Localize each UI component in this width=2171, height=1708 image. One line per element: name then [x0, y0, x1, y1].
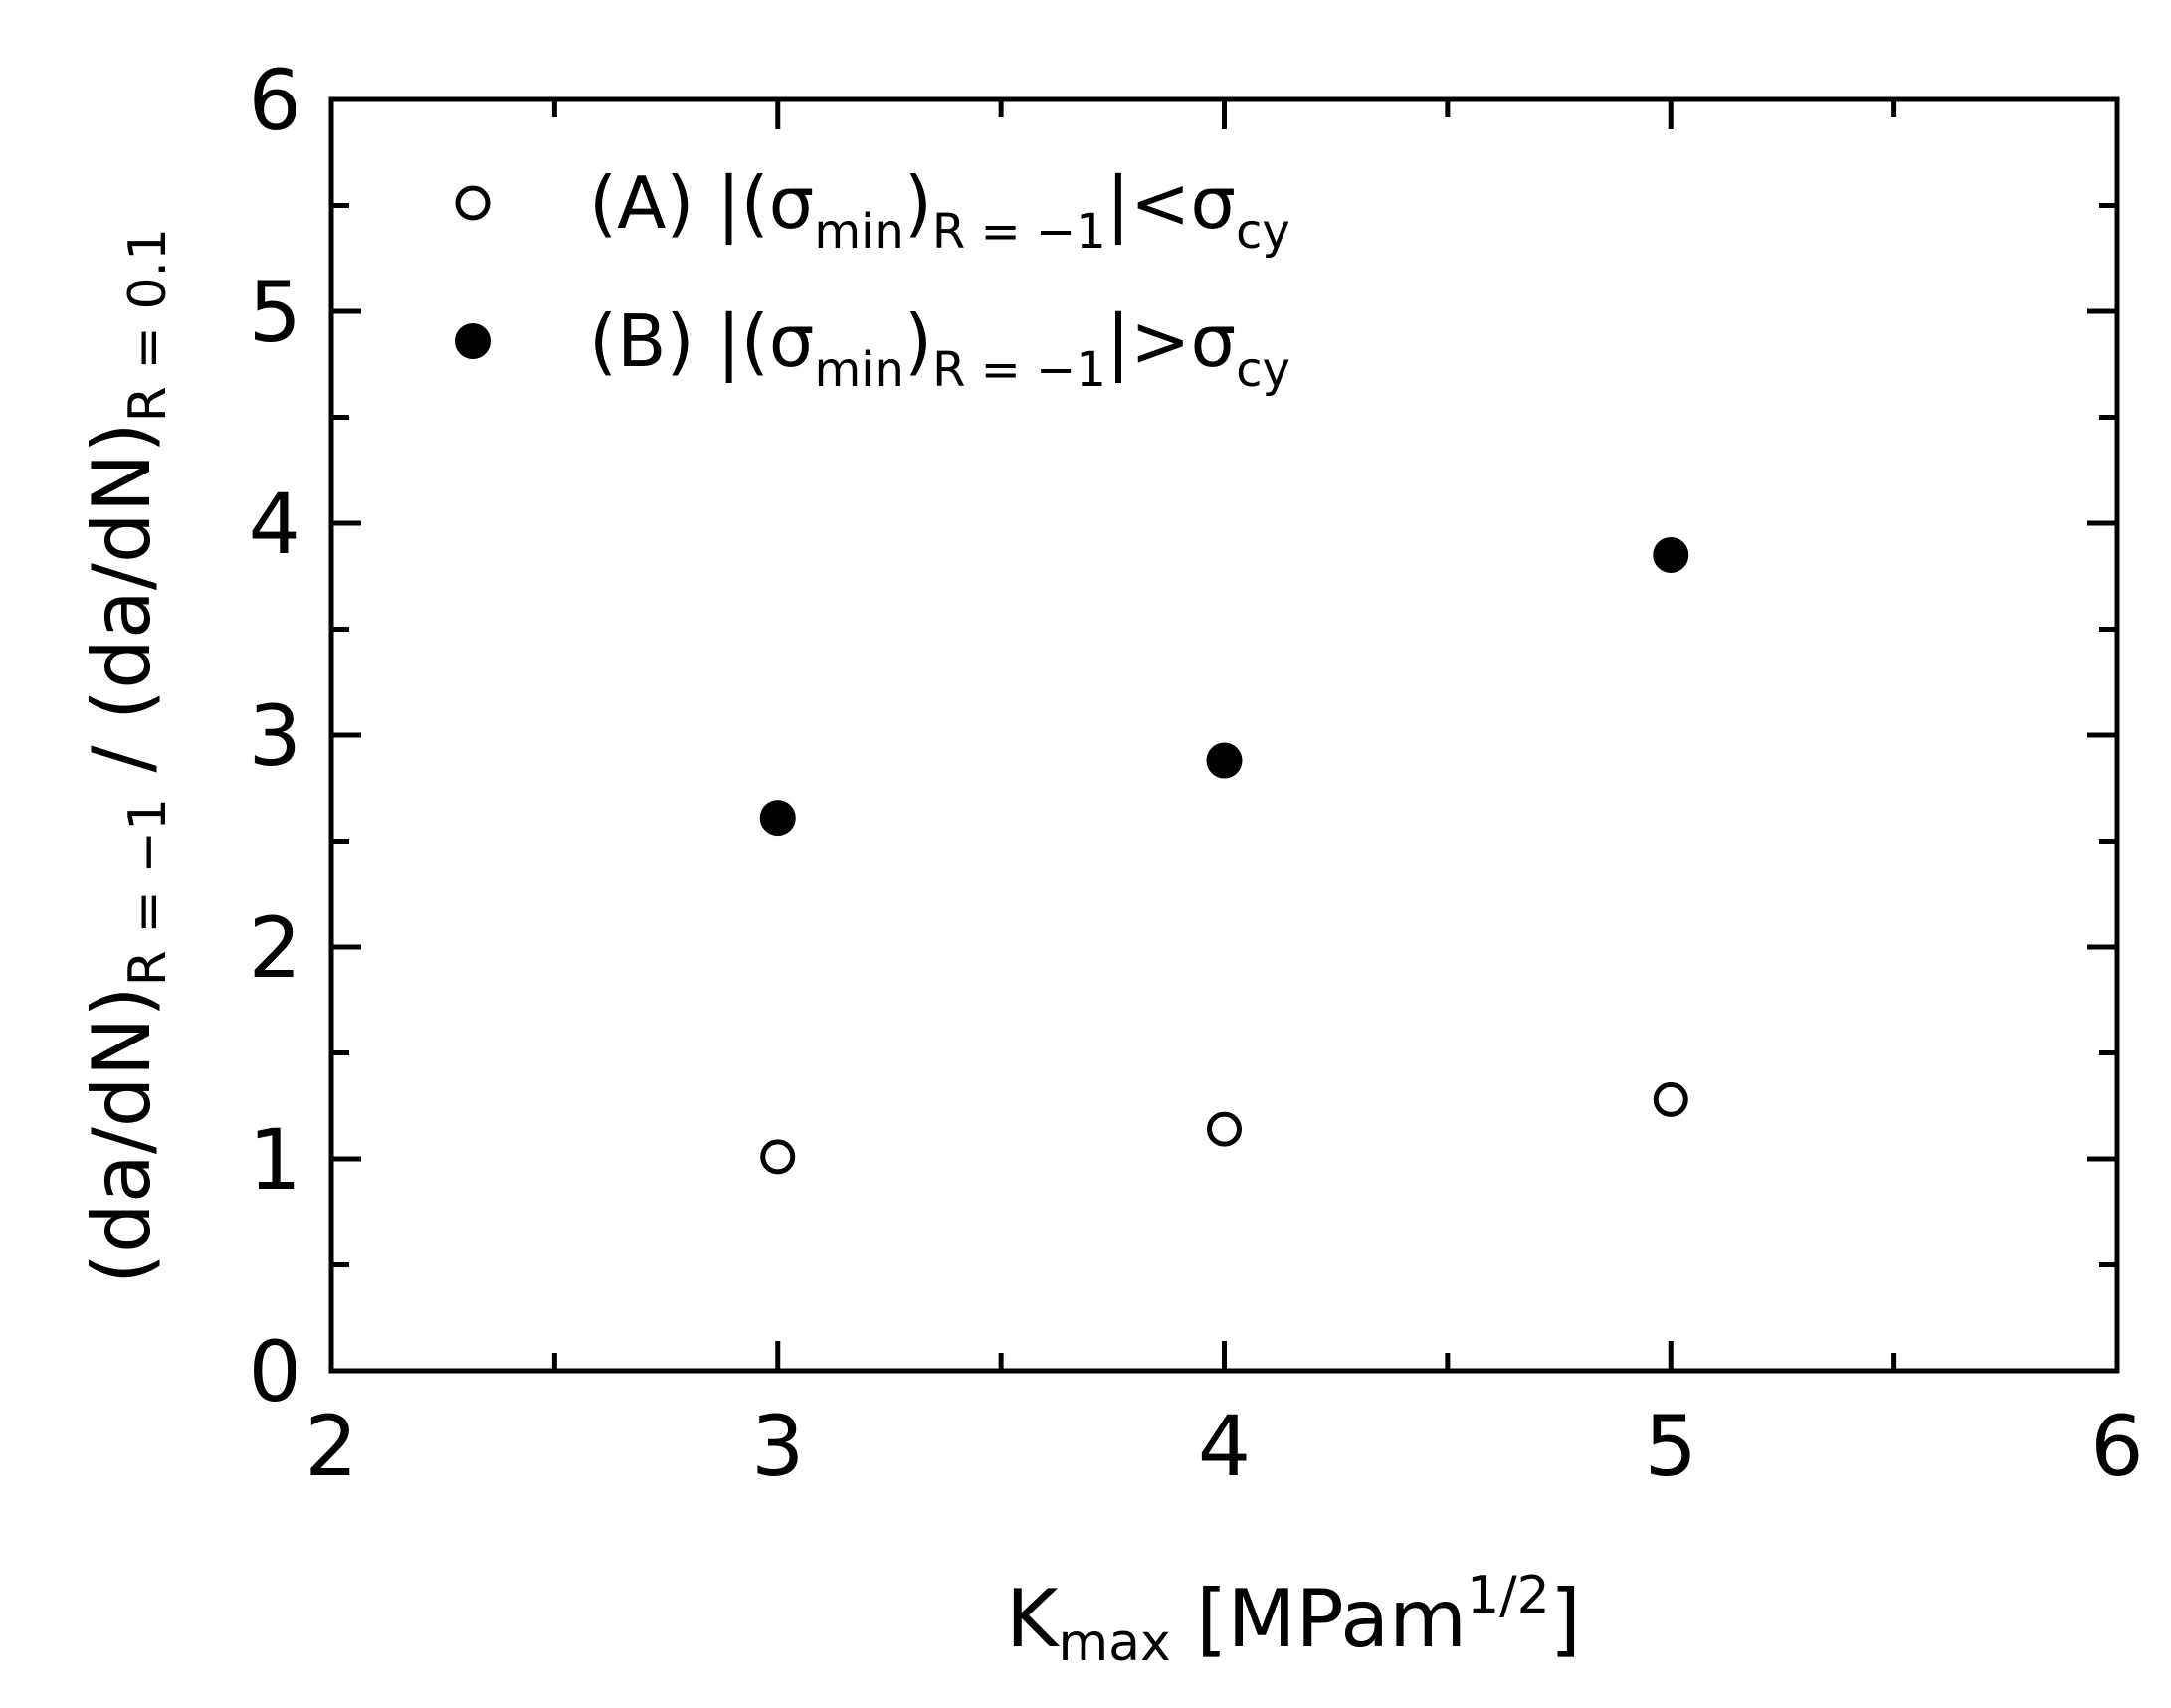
y-tick-label: 0: [249, 1323, 301, 1421]
filled-circle-point: [1653, 536, 1689, 573]
legend: (A) |(σmin)R = −1|<σcy (B) |(σmin)R = −1…: [455, 161, 1290, 398]
y-tick-label: 1: [249, 1111, 301, 1209]
major-ticks: [331, 99, 2117, 1371]
open-circle-point: [1207, 1111, 1242, 1147]
filled-circle-point: [759, 800, 796, 837]
plot-frame: [328, 96, 2120, 1374]
y-axis-label: (da/dN)R = −1 / (da/dN)R = 0.1: [76, 228, 178, 1284]
x-tick-label: 2: [304, 1398, 357, 1495]
x-tick-label: 3: [751, 1398, 804, 1495]
filled-circle-point: [1206, 742, 1243, 779]
x-tick-labels: 2 3 4 5 6: [304, 1398, 2143, 1495]
legend-label-b: (B) |(σmin)R = −1|>σcy: [589, 299, 1290, 398]
y-tick-label: 3: [249, 687, 301, 785]
y-tick-label: 5: [249, 264, 301, 361]
y-tick-label: 2: [249, 899, 301, 997]
x-tick-label: 4: [1198, 1398, 1251, 1495]
y-tick-label: 4: [249, 475, 301, 573]
x-tick-label: 5: [1645, 1398, 1697, 1495]
legend-marker-open-circle: [455, 185, 491, 221]
legend-marker-filled-circle: [455, 323, 491, 359]
minor-ticks: [331, 99, 2117, 1371]
open-circle-point: [1653, 1081, 1688, 1117]
y-tick-label: 6: [249, 52, 301, 149]
open-circle-point: [760, 1139, 796, 1175]
data-points: [759, 536, 1689, 1175]
legend-label-a: (A) |(σmin)R = −1|<σcy: [589, 161, 1290, 260]
x-tick-label: 6: [2090, 1398, 2143, 1495]
y-tick-labels: 0 1 2 3 4 5 6: [249, 52, 301, 1421]
x-axis-label: Kmax [MPam1/2]: [1006, 1566, 1581, 1673]
